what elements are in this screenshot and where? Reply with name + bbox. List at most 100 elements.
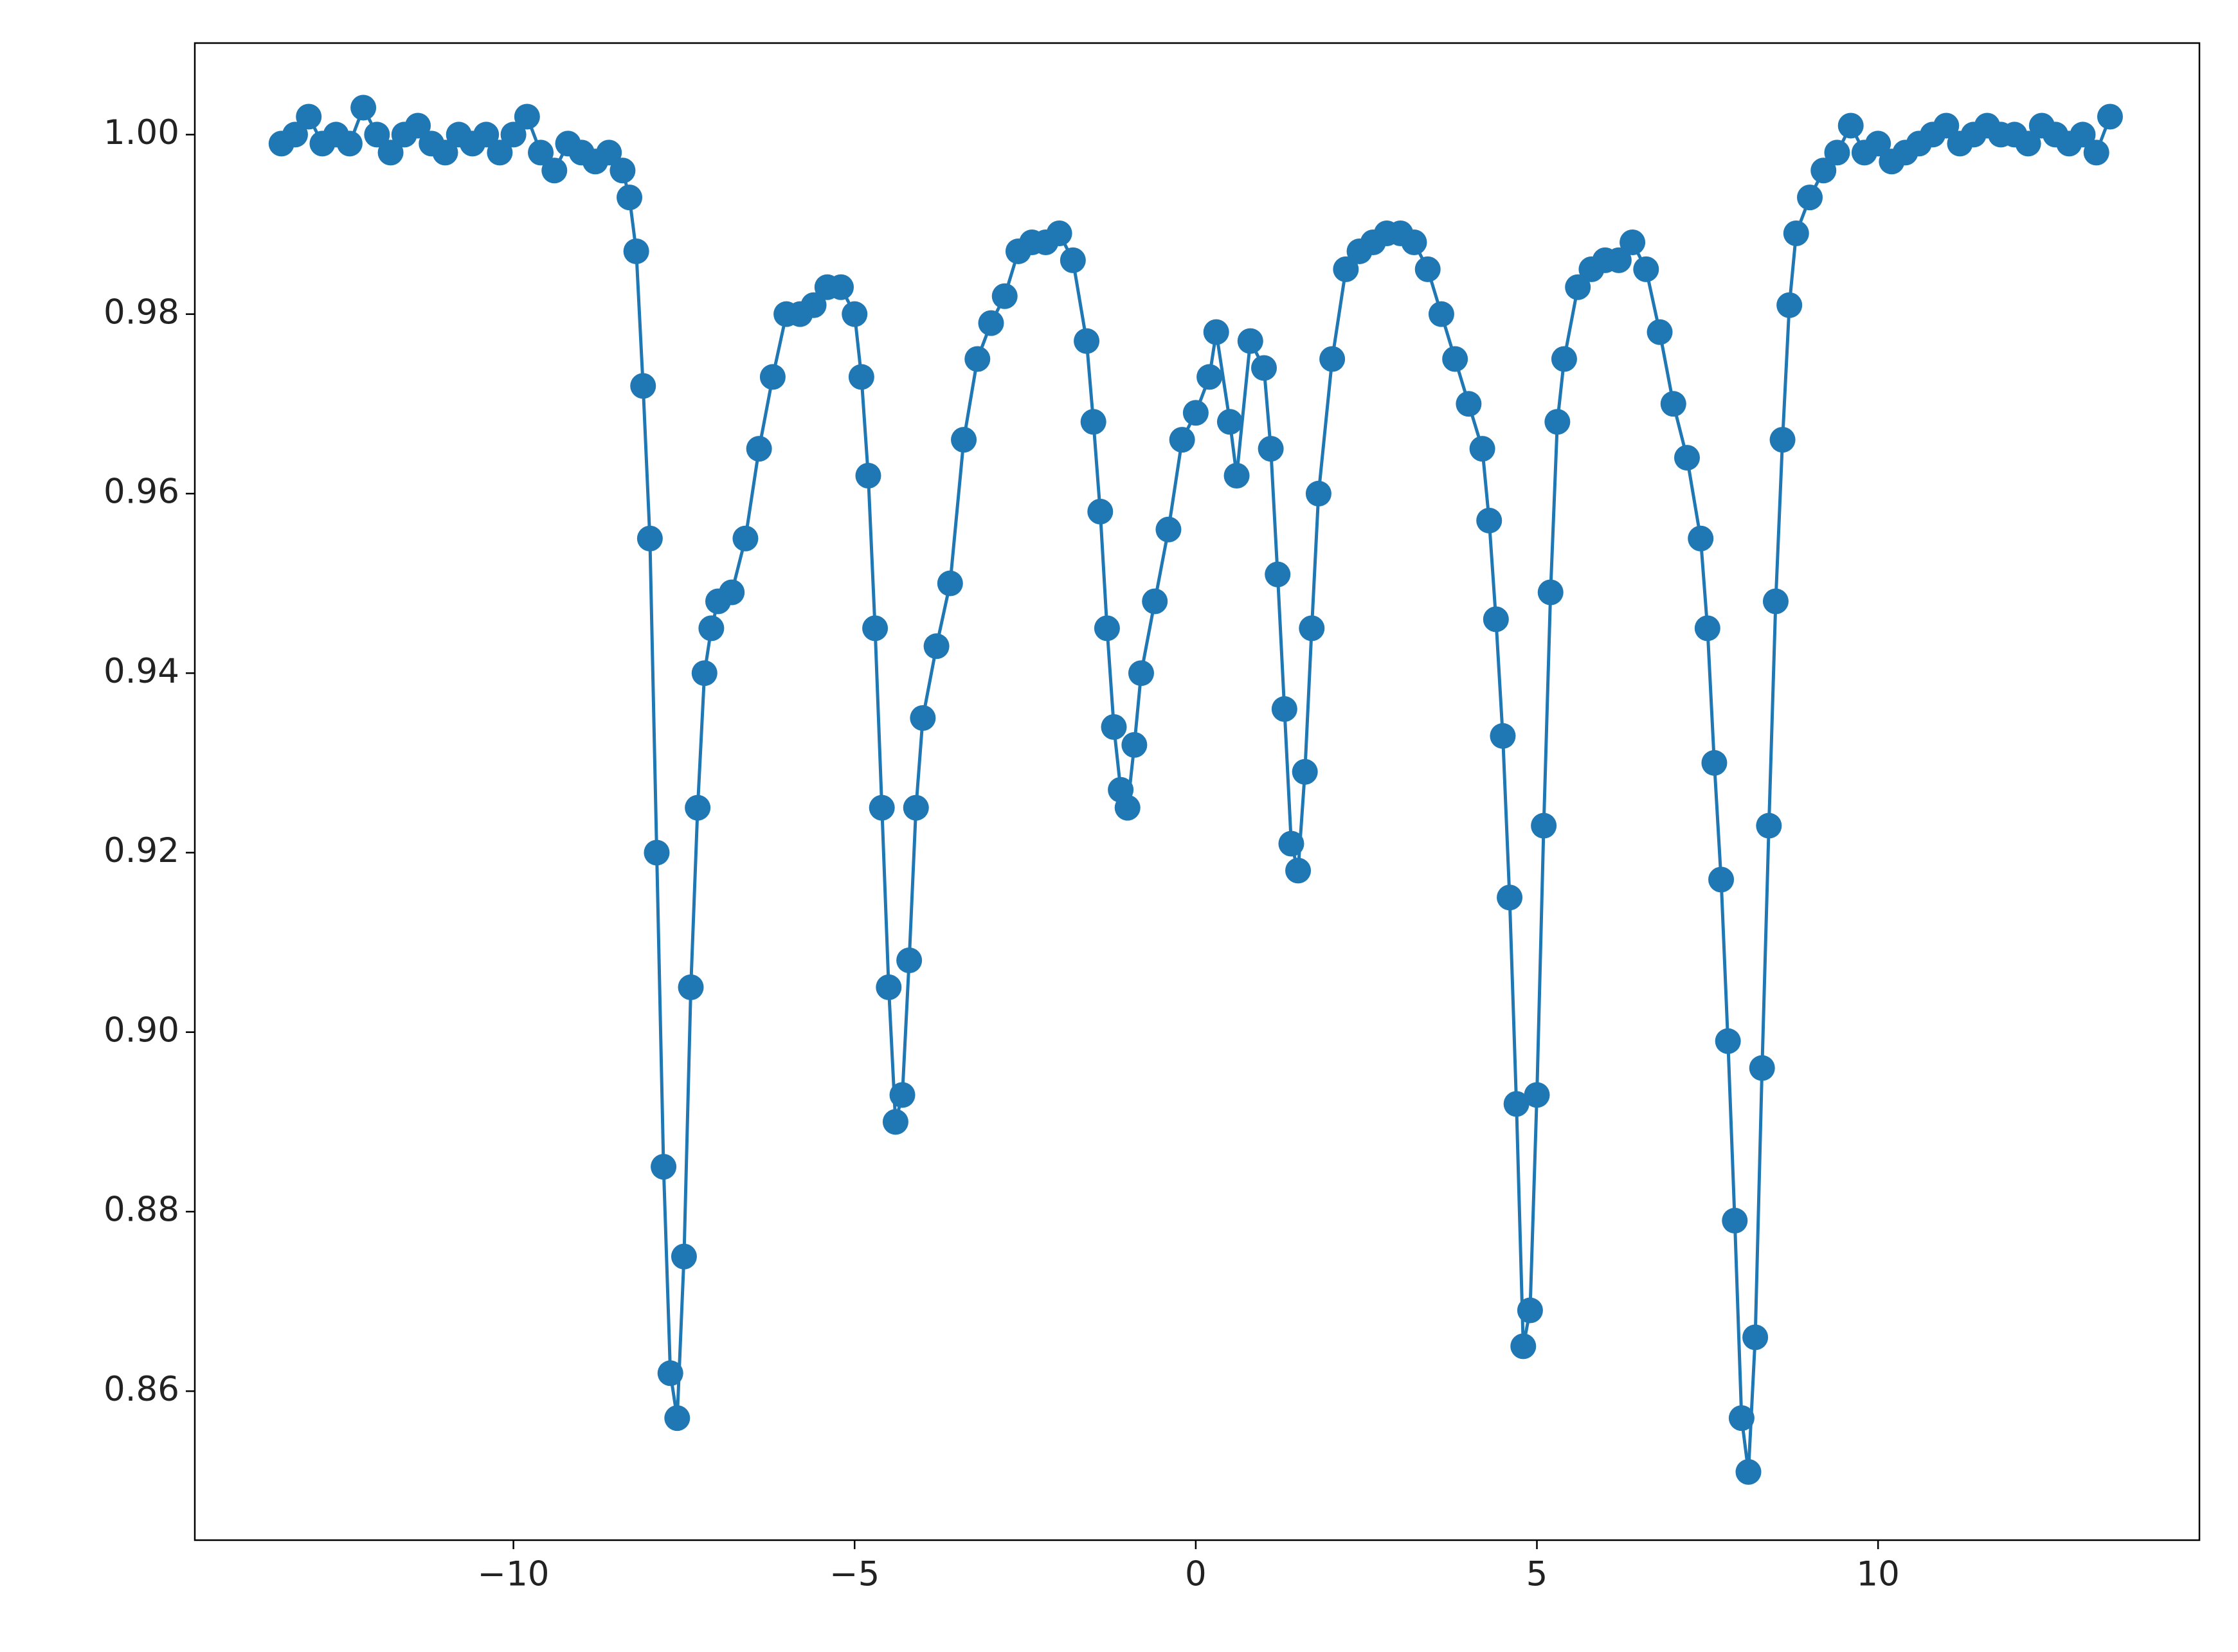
marker <box>644 839 670 866</box>
marker <box>1046 220 1072 247</box>
y-tick-label: 0.86 <box>104 1370 179 1409</box>
marker <box>828 274 854 300</box>
marker <box>657 1360 683 1387</box>
marker <box>1551 346 1577 372</box>
marker <box>1544 409 1571 435</box>
marker <box>1776 292 1803 318</box>
y-tick-label: 1.00 <box>104 113 179 152</box>
marker <box>1756 813 1782 839</box>
marker <box>1633 256 1659 282</box>
marker <box>541 157 568 184</box>
x-tick-label: 5 <box>1526 1555 1548 1594</box>
x-tick-label: −10 <box>478 1555 550 1594</box>
marker <box>732 525 759 552</box>
marker <box>1783 220 1809 247</box>
marker <box>1196 364 1223 390</box>
marker <box>1278 830 1304 857</box>
marker <box>514 103 540 130</box>
marker <box>528 139 554 166</box>
y-tick-label: 0.96 <box>104 472 179 512</box>
marker <box>719 579 745 606</box>
marker <box>2015 130 2041 157</box>
marker <box>1565 274 1591 300</box>
marker <box>1728 1405 1755 1432</box>
marker <box>1531 813 1557 839</box>
marker <box>923 633 950 660</box>
x-tick-label: 0 <box>1185 1555 1207 1594</box>
marker <box>617 184 643 211</box>
marker <box>1605 247 1632 273</box>
marker <box>282 121 309 148</box>
marker <box>1769 427 1796 453</box>
y-tick-label: 0.98 <box>104 292 179 332</box>
marker <box>746 436 772 462</box>
marker <box>1694 615 1720 642</box>
marker <box>1101 714 1127 740</box>
marker <box>1688 525 1714 552</box>
marker <box>937 570 963 597</box>
marker <box>1258 436 1284 462</box>
marker <box>698 615 725 642</box>
marker <box>1762 588 1789 615</box>
marker <box>1401 229 1427 255</box>
y-tick-label: 0.88 <box>104 1190 179 1230</box>
marker <box>1319 346 1346 372</box>
marker <box>1735 1459 1762 1485</box>
marker <box>855 463 881 489</box>
marker <box>1456 391 1482 417</box>
marker <box>1620 229 1646 255</box>
marker <box>1715 1028 1741 1054</box>
marker <box>350 94 377 121</box>
marker <box>1865 130 1891 157</box>
marker <box>876 974 902 1000</box>
marker <box>691 660 717 687</box>
marker <box>1155 516 1182 543</box>
marker <box>1251 355 1277 381</box>
marker <box>889 1082 916 1108</box>
marker <box>500 121 527 148</box>
marker <box>1497 884 1523 911</box>
marker <box>1074 328 1100 354</box>
marker <box>1414 256 1441 282</box>
marker <box>1121 732 1148 758</box>
marker <box>1060 247 1086 273</box>
marker <box>1517 1297 1543 1324</box>
marker <box>882 1109 908 1135</box>
marker <box>1503 1091 1530 1117</box>
marker <box>759 364 786 390</box>
marker <box>664 1405 690 1432</box>
marker <box>377 139 404 166</box>
marker <box>842 301 868 327</box>
marker <box>1797 184 1823 211</box>
marker <box>405 112 431 139</box>
marker <box>1701 750 1728 776</box>
marker <box>862 615 889 642</box>
marker <box>1483 606 1509 633</box>
marker <box>1742 1324 1769 1351</box>
marker <box>1537 579 1564 606</box>
marker <box>296 103 322 130</box>
marker <box>1216 409 1243 435</box>
marker <box>671 1243 697 1270</box>
marker <box>685 795 711 821</box>
marker <box>1476 507 1503 534</box>
marker <box>678 974 704 1000</box>
series-line <box>280 106 2112 1474</box>
marker <box>609 157 636 184</box>
plot-frame <box>194 42 2201 1541</box>
marker <box>1292 759 1318 785</box>
marker <box>1087 498 1114 525</box>
y-tick-label: 0.94 <box>104 652 179 691</box>
marker <box>623 238 649 264</box>
marker <box>1469 436 1495 462</box>
marker <box>487 139 513 166</box>
marker <box>1708 866 1735 893</box>
marker <box>1271 696 1297 723</box>
marker <box>848 364 874 390</box>
marker <box>336 130 363 157</box>
marker <box>1333 256 1359 282</box>
marker <box>1237 328 1263 354</box>
marker <box>1299 615 1325 642</box>
marker <box>1169 427 1195 453</box>
marker <box>1080 409 1106 435</box>
